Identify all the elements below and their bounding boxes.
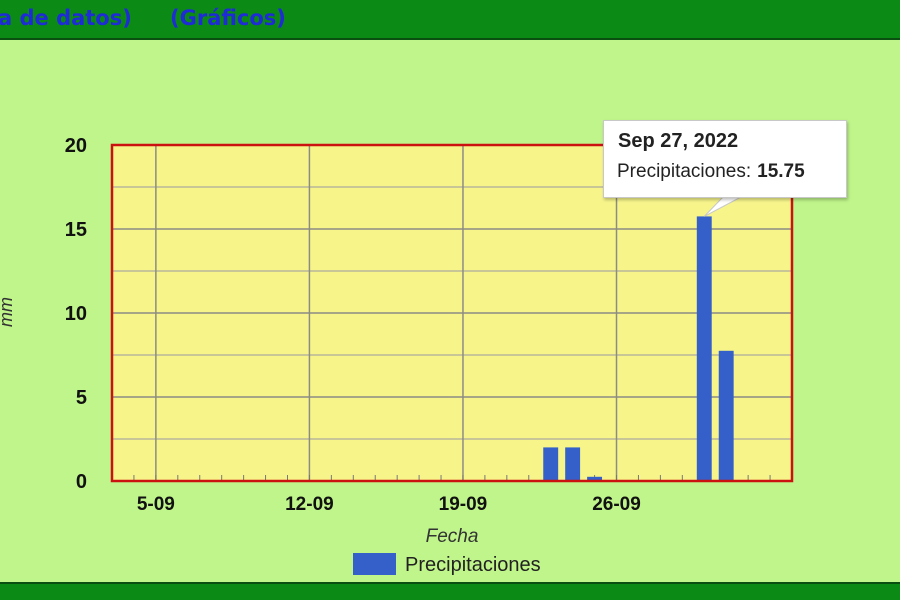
bar[interactable]	[718, 350, 734, 481]
data-table-link[interactable]: a de datos)	[0, 6, 132, 30]
y-tick-label: 15	[65, 219, 87, 241]
tooltip-date: Sep 27, 2022	[618, 130, 739, 152]
legend-swatch	[353, 553, 396, 575]
x-tick-label: 26-09	[592, 494, 641, 515]
legend-label: Precipitaciones	[405, 554, 541, 576]
tooltip-row: Precipitaciones: 15.75	[617, 161, 805, 183]
tooltip: Sep 27, 2022 Precipitaciones: 15.75	[603, 120, 847, 198]
x-tick-label: 5-09	[137, 494, 175, 515]
x-tick-label: 12-09	[285, 494, 334, 515]
y-axis-label: mm	[0, 297, 16, 327]
tooltip-series-label: Precipitaciones:	[617, 161, 752, 182]
footer-bar	[0, 582, 900, 600]
y-tick-label: 20	[65, 135, 87, 157]
x-tick-label: 19-09	[439, 494, 488, 515]
tooltip-value: 15.75	[757, 161, 805, 182]
header-bar: a de datos) (Gráficos)	[0, 0, 900, 40]
bar[interactable]	[696, 216, 712, 481]
plot-border	[110, 143, 794, 483]
y-axis-ticks: 0 5 10 15 20	[65, 135, 87, 493]
bar[interactable]	[587, 476, 603, 481]
x-axis-ticks: 5-09 12-09 19-09 26-09	[137, 494, 641, 515]
bar-series	[543, 216, 734, 481]
y-tick-label: 5	[76, 387, 87, 409]
bar[interactable]	[565, 447, 581, 481]
y-tick-label: 10	[65, 303, 87, 325]
bar[interactable]	[543, 447, 559, 481]
charts-link[interactable]: (Gráficos)	[170, 6, 286, 30]
x-axis-label: Fecha	[426, 526, 479, 547]
y-tick-label: 0	[76, 471, 87, 493]
